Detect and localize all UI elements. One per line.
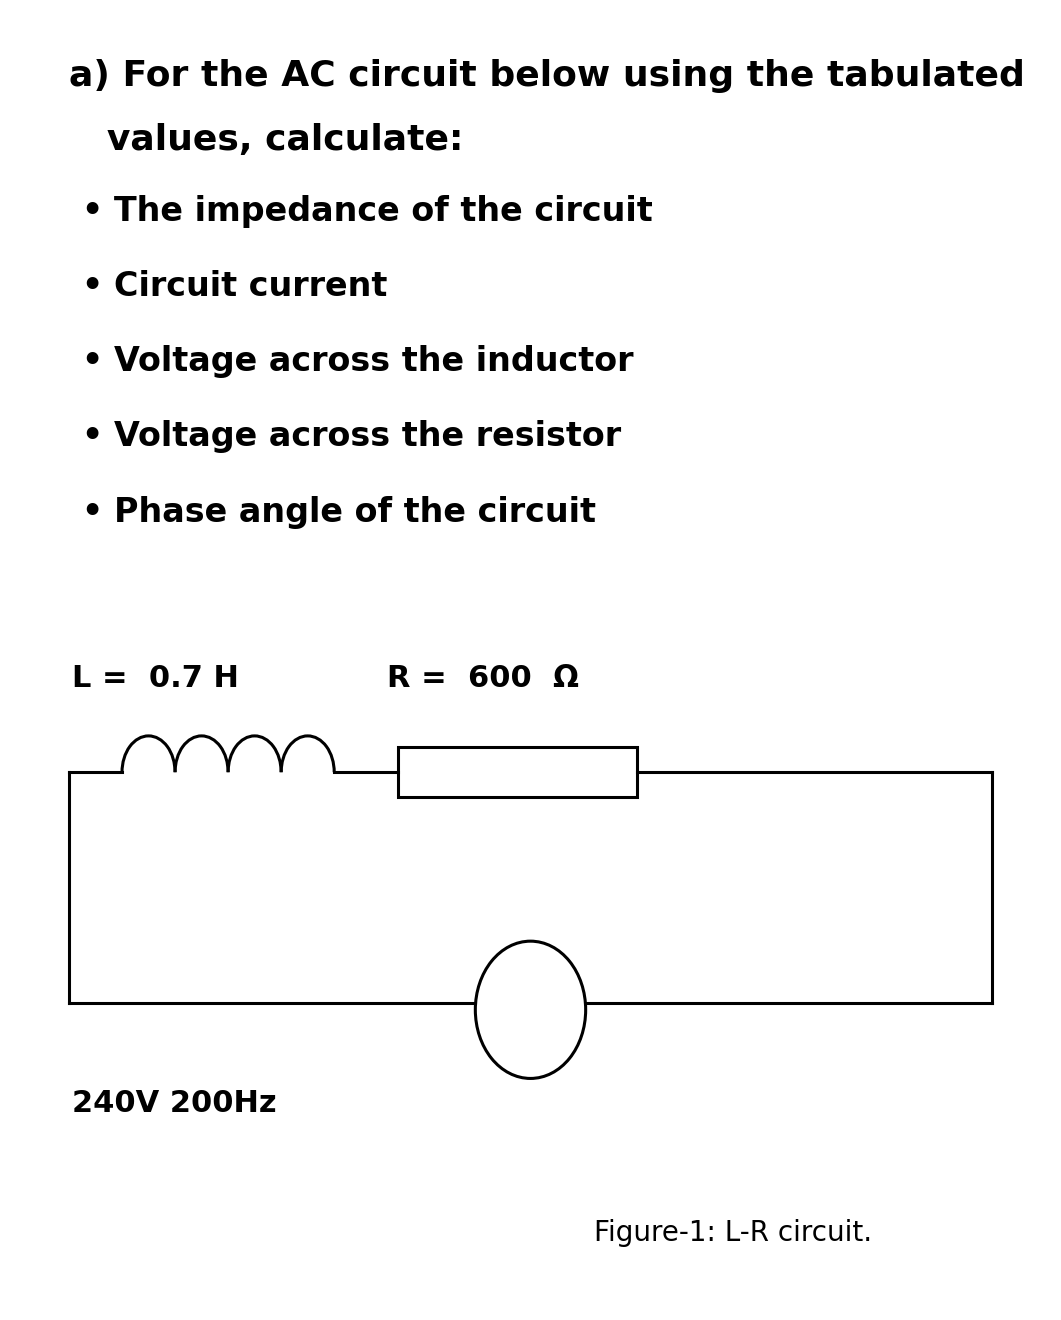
Circle shape (475, 941, 586, 1078)
Bar (398, 747, 637, 797)
Text: 240V 200Hz: 240V 200Hz (72, 1089, 277, 1118)
Text: •: • (82, 346, 103, 379)
Text: L =  0.7 H: L = 0.7 H (72, 664, 239, 693)
Text: •: • (82, 195, 103, 227)
Text: Circuit current: Circuit current (114, 271, 387, 304)
Text: Voltage across the inductor: Voltage across the inductor (114, 346, 633, 379)
Text: R =  600  Ω: R = 600 Ω (387, 664, 579, 693)
Text: Voltage across the resistor: Voltage across the resistor (114, 420, 621, 454)
Text: •: • (82, 420, 103, 454)
Text: The impedance of the circuit: The impedance of the circuit (114, 195, 653, 227)
Text: values, calculate:: values, calculate: (69, 123, 464, 157)
Text: •: • (82, 271, 103, 304)
Text: Figure-1: L-R circuit.: Figure-1: L-R circuit. (594, 1220, 872, 1247)
Text: Phase angle of the circuit: Phase angle of the circuit (114, 495, 595, 528)
Text: a) For the AC circuit below using the tabulated: a) For the AC circuit below using the ta… (69, 59, 1025, 94)
Text: •: • (82, 495, 103, 528)
